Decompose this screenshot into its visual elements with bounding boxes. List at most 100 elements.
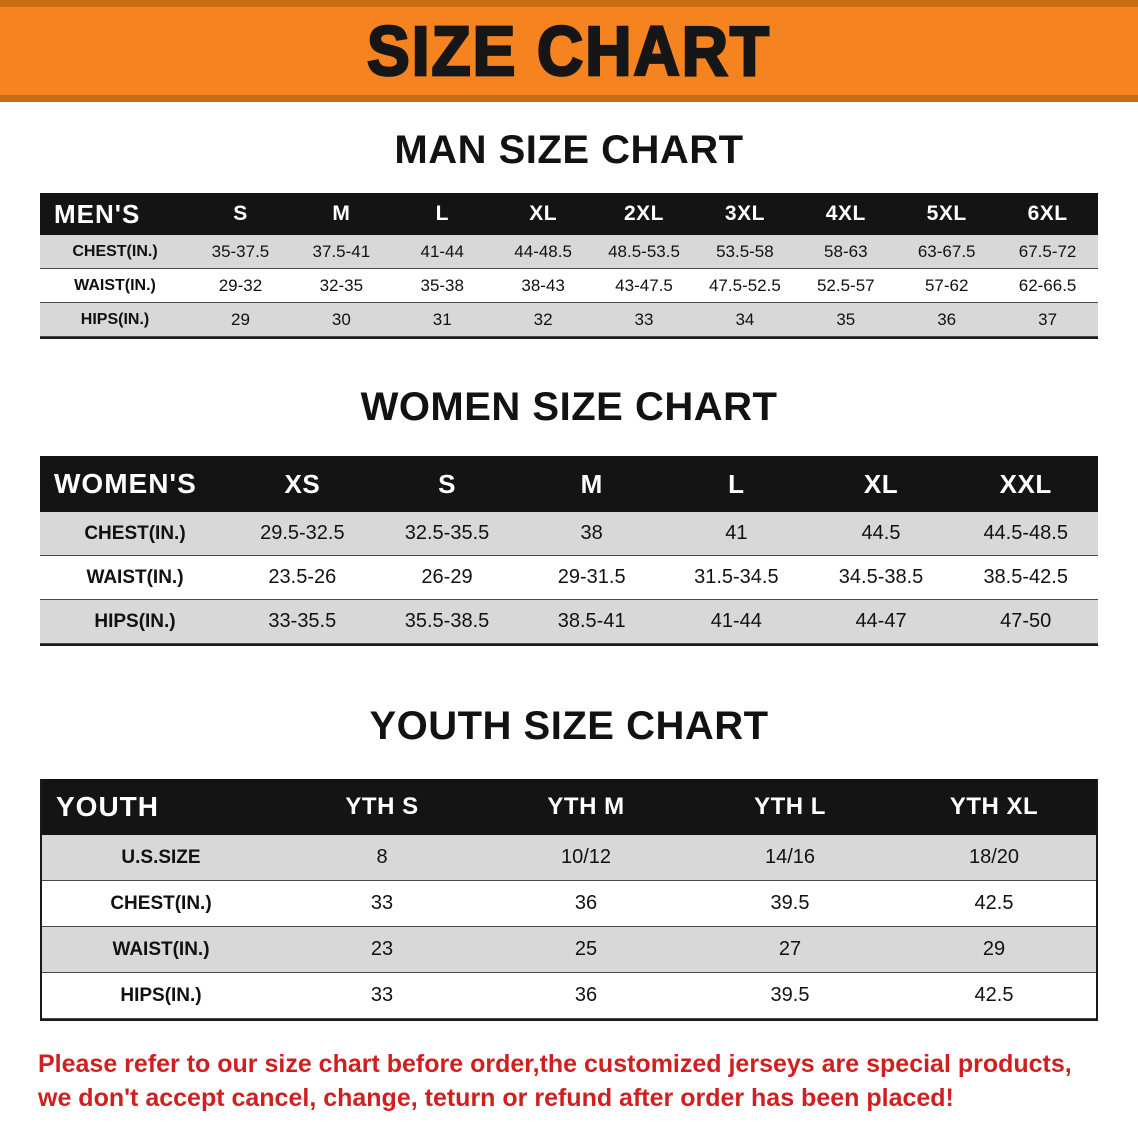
measurement-value: 52.5-57 (816, 275, 875, 295)
size-column-header: YTH S (345, 793, 419, 820)
measurement-value: 33 (634, 309, 654, 329)
women-size-table: WOMEN'S XS S M L XL XXL CHEST(IN.) 29.5-32.5 32.5… (40, 456, 1098, 646)
row-label: CHEST(IN.) (84, 522, 186, 544)
table-row: WAIST(IN.) 23 25 27 29 (42, 927, 1096, 973)
measurement-value: 38 (580, 522, 603, 544)
size-column-header: 3XL (724, 202, 765, 225)
size-column-header: 6XL (1027, 202, 1068, 225)
measurement-value: 53.5-58 (716, 241, 774, 261)
men-size-section: MAN SIZE CHART MEN'S S M L XL 2XL 3XL 4XL 5XL 6XL C… (0, 128, 1138, 339)
men-table-corner-label: MEN'S (54, 198, 141, 229)
row-label: CHEST(IN.) (110, 892, 212, 914)
measurement-value: 36 (574, 892, 598, 914)
measurement-value: 34 (735, 309, 755, 329)
row-label: HIPS(IN.) (120, 984, 202, 1006)
measurement-value: 33-35.5 (268, 610, 337, 632)
men-size-table: MEN'S S M L XL 2XL 3XL 4XL 5XL 6XL CHEST(IN.) 35-37… (40, 193, 1098, 339)
measurement-value: 41 (725, 522, 748, 544)
size-column-header: XS (284, 468, 321, 499)
men-section-heading: MAN SIZE CHART (394, 128, 744, 172)
table-row: CHEST(IN.) 29.5-32.5 32.5-35.5 38 41 44.5 44.5… (40, 512, 1098, 556)
measurement-value: 33 (370, 984, 394, 1006)
measurement-value: 27 (778, 938, 802, 960)
table-row: HIPS(IN.) 33 36 39.5 42.5 (42, 973, 1096, 1019)
measurement-value: 23 (370, 938, 394, 960)
measurement-value: 32.5-35.5 (404, 522, 490, 544)
measurement-value: 41-44 (420, 241, 464, 261)
measurement-value: 43-47.5 (615, 275, 673, 295)
size-column-header: S (438, 468, 456, 499)
measurement-value: 35-37.5 (211, 241, 270, 261)
measurement-value: 37.5-41 (312, 241, 371, 261)
measurement-value: 38-43 (521, 275, 565, 295)
disclaimer: Please refer to our size chart before or… (0, 1047, 1138, 1115)
table-row: CHEST(IN.) 33 36 39.5 42.5 (42, 881, 1096, 927)
table-row: CHEST(IN.) 35-37.5 37.5-41 41-44 44-48.5 48.5… (40, 235, 1098, 269)
women-size-section: WOMEN SIZE CHART WOMEN'S XS S M L XL XXL CHEST(I… (0, 385, 1138, 646)
youth-size-table: YOUTH YTH S YTH M YTH L YTH XL U.S.SIZE 8 10/12… (40, 779, 1098, 1021)
measurement-value: 35.5-38.5 (404, 610, 490, 632)
table-row: WAIST(IN.) 23.5-26 26-29 29-31.5 31.5-34.5 34… (40, 556, 1098, 600)
measurement-value: 32 (533, 309, 553, 329)
measurement-value: 67.5-72 (1018, 241, 1077, 261)
measurement-value: 23.5-26 (268, 566, 337, 588)
size-column-header: L (728, 468, 745, 499)
measurement-value: 29 (982, 938, 1006, 960)
measurement-value: 36 (574, 984, 598, 1006)
measurement-value: 8 (376, 846, 388, 868)
size-column-header: YTH M (547, 793, 625, 820)
size-column-header: YTH XL (949, 793, 1039, 820)
measurement-value: 35-38 (420, 275, 464, 295)
row-label: HIPS(IN.) (80, 310, 150, 328)
measurement-value: 29-32 (218, 275, 263, 295)
measurement-value: 14/16 (764, 846, 816, 868)
size-column-header: 5XL (926, 202, 967, 225)
measurement-value: 29 (230, 309, 250, 329)
measurement-value: 25 (574, 938, 598, 960)
size-column-header: 2XL (624, 202, 665, 225)
measurement-value: 31 (432, 309, 452, 329)
measurement-value: 29.5-32.5 (260, 522, 345, 544)
women-table-corner-label: WOMEN'S (54, 468, 197, 499)
measurement-value: 18/20 (968, 846, 1020, 868)
measurement-value: 39.5 (770, 984, 810, 1006)
measurement-value: 58-63 (824, 241, 868, 261)
page-title: SIZE CHART (366, 11, 771, 91)
disclaimer-line-2: we don't accept cancel, change, teturn o… (38, 1084, 954, 1112)
size-column-header: XL (529, 202, 558, 225)
row-label: WAIST(IN.) (112, 938, 210, 960)
measurement-value: 48.5-53.5 (608, 241, 680, 261)
size-column-header: S (233, 202, 248, 225)
measurement-value: 36 (937, 309, 957, 329)
size-column-header: M (332, 202, 351, 225)
measurement-value: 32-35 (319, 275, 364, 295)
table-row: HIPS(IN.) 33-35.5 35.5-38.5 38.5-41 41-44 44-… (40, 600, 1098, 644)
size-column-header: XXL (999, 468, 1052, 499)
row-label: U.S.SIZE (121, 846, 201, 868)
measurement-value: 29-31.5 (557, 566, 626, 588)
measurement-value: 44.5 (861, 522, 901, 544)
disclaimer-line-1: Please refer to our size chart before or… (38, 1050, 1072, 1078)
size-chart-sections: MAN SIZE CHART MEN'S S M L XL 2XL 3XL 4XL 5XL 6XL C… (0, 128, 1138, 1021)
table-row: HIPS(IN.) 29 30 31 32 33 34 35 36 37 (40, 303, 1098, 337)
size-column-header: XL (863, 468, 899, 499)
table-row: WAIST(IN.) 29-32 32-35 35-38 38-43 43-47.5 47.… (40, 269, 1098, 303)
measurement-value: 44-47 (855, 610, 907, 632)
youth-size-section: YOUTH SIZE CHART YOUTH YTH S YTH M YTH L YTH … (0, 704, 1138, 1021)
row-label: WAIST(IN.) (74, 276, 156, 294)
measurement-value: 47-50 (1000, 610, 1052, 632)
youth-section-heading: YOUTH SIZE CHART (369, 704, 769, 748)
measurement-value: 44-48.5 (514, 241, 572, 261)
measurement-value: 30 (331, 309, 351, 329)
measurement-value: 42.5 (974, 892, 1014, 914)
men-table-header-row: MEN'S S M L XL 2XL 3XL 4XL 5XL 6XL (40, 193, 1098, 235)
youth-table-corner-label: YOUTH (56, 791, 159, 822)
measurement-value: 38.5-42.5 (983, 566, 1068, 588)
measurement-value: 34.5-38.5 (838, 566, 924, 588)
measurement-value: 35 (836, 309, 856, 329)
size-column-header: 4XL (825, 202, 866, 225)
size-chart-banner: SIZE CHART (0, 0, 1138, 102)
measurement-value: 41-44 (710, 610, 762, 632)
measurement-value: 31.5-34.5 (694, 566, 779, 588)
